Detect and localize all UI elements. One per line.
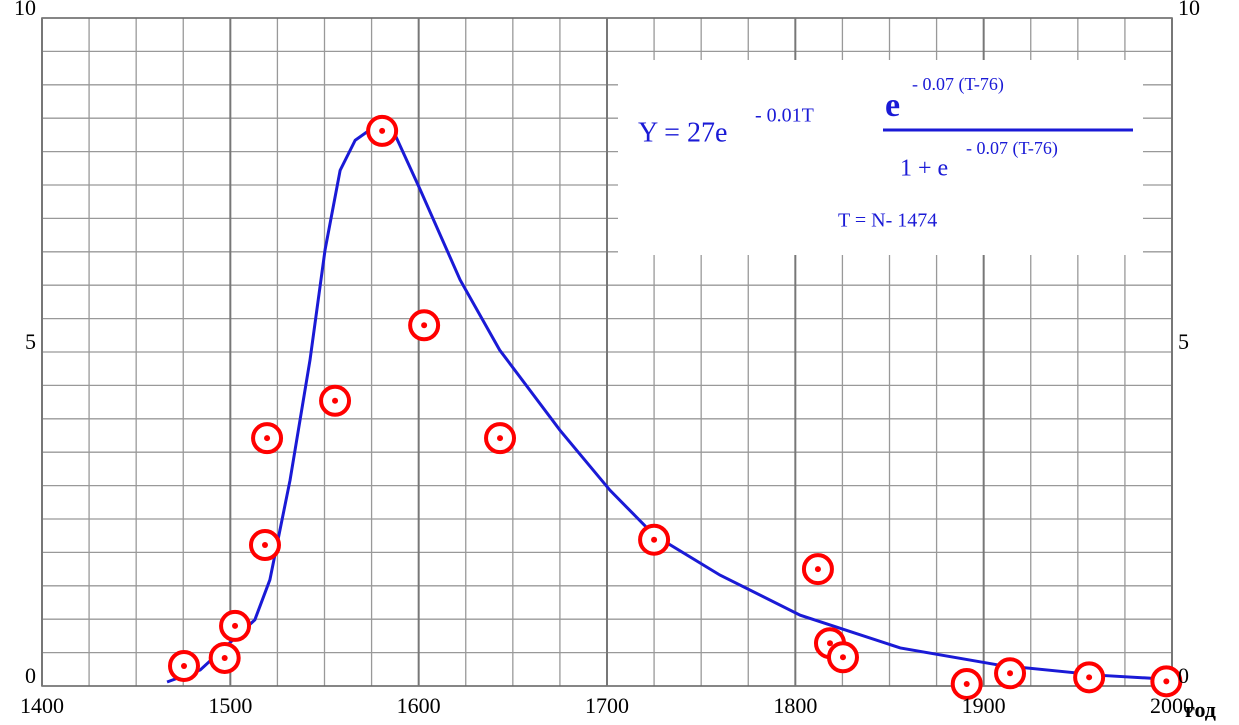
formula-lhs: Y = 27e <box>638 117 727 148</box>
x-tick-label: 2000 <box>1150 693 1194 718</box>
y2-tick-label: 5 <box>1178 329 1189 354</box>
data-point-center <box>1163 678 1170 685</box>
data-point-center <box>814 566 821 573</box>
formula-numerator-exponent: - 0.07 (T-76) <box>912 74 1004 95</box>
x-axis-label: год <box>1185 697 1216 722</box>
x-tick-label: 1600 <box>397 693 441 718</box>
x-tick-label: 1700 <box>585 693 629 718</box>
x-tick-label: 1900 <box>962 693 1006 718</box>
data-point-center <box>963 680 970 687</box>
fit-curve <box>166 124 1171 684</box>
data-point-center <box>421 322 428 329</box>
curve-layer <box>166 124 1171 684</box>
y-tick-label: 10 <box>14 0 36 20</box>
data-point-center <box>181 662 188 669</box>
formula-background <box>618 60 1143 255</box>
data-point-center <box>651 536 658 543</box>
data-point-center <box>264 435 271 442</box>
formula-denominator: 1 + e <box>900 156 948 182</box>
y2-tick-label: 10 <box>1178 0 1200 20</box>
data-point-center <box>497 435 504 442</box>
data-point-center <box>232 622 239 629</box>
x-tick-label: 1800 <box>773 693 817 718</box>
data-point-center <box>826 640 833 647</box>
formula-exponent: - 0.01T <box>755 105 814 127</box>
formula-note: T = N- 1474 <box>838 210 937 232</box>
data-point-center <box>221 654 228 661</box>
points-layer <box>168 114 1183 700</box>
x-tick-label: 1500 <box>208 693 252 718</box>
data-point-center <box>839 654 846 661</box>
formula-denominator-exponent: - 0.07 (T-76) <box>966 138 1058 159</box>
data-point-center <box>1086 674 1093 681</box>
formula-numerator: e <box>885 87 900 124</box>
data-point-center <box>1007 670 1014 677</box>
y-tick-label: 5 <box>25 329 36 354</box>
x-tick-label: 1400 <box>20 693 64 718</box>
data-point-center <box>379 127 386 134</box>
data-point-center <box>261 542 268 549</box>
y-tick-label: 0 <box>25 663 36 688</box>
data-point-center <box>332 397 339 404</box>
labels-layer: год 1400 1500 1600 1700 1800 1900 2000 0 5 10 0 5 10 <box>14 0 1216 722</box>
y2-tick-label: 0 <box>1178 663 1189 688</box>
formula-box: Y = 27e - 0.01T e - 0.07 (T-76) 1 + e - … <box>618 60 1143 255</box>
